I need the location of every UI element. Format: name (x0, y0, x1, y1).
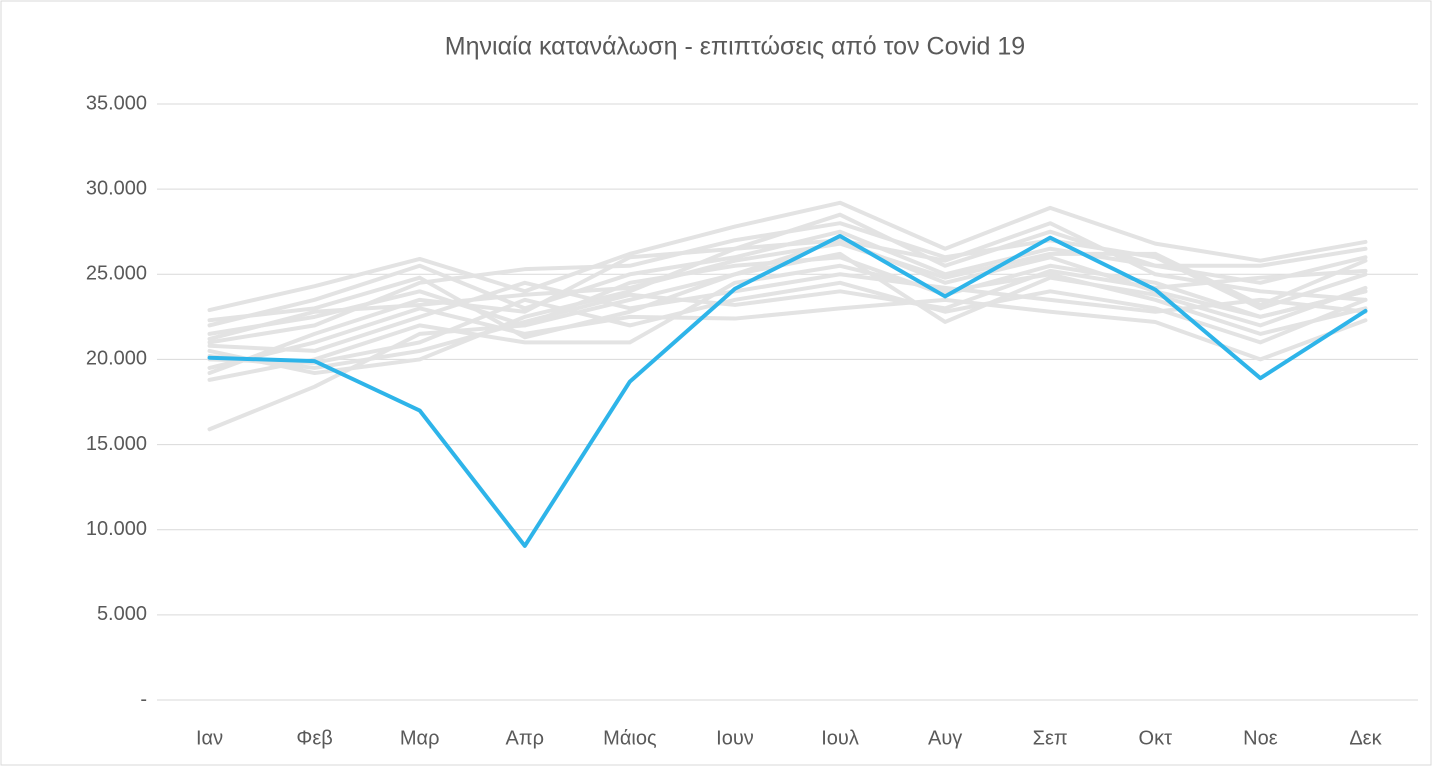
y-tick-label: 15.000 (86, 433, 147, 455)
series-line (207, 268, 1368, 370)
y-tick-label: 25.000 (86, 263, 147, 285)
series-line (207, 241, 1368, 341)
x-tick-label: Μαρ (400, 727, 440, 749)
y-tick-label: 10.000 (86, 518, 147, 540)
x-tick-label: Αυγ (928, 727, 962, 749)
y-tick-label: 5.000 (97, 603, 147, 625)
x-tick-label: Ιουν (716, 727, 754, 749)
x-tick-label: Ιουλ (821, 727, 859, 749)
y-tick-label: 35.000 (86, 92, 147, 114)
y-tick-label: 30.000 (86, 177, 147, 199)
x-tick-label: Δεκ (1349, 727, 1382, 749)
x-tick-label: Φεβ (296, 727, 332, 749)
x-tick-label: Οκτ (1139, 727, 1173, 749)
y-tick-label: 20.000 (86, 348, 147, 370)
y-tick-label: - (140, 688, 147, 710)
series-line (207, 238, 1368, 432)
series-line (207, 233, 1368, 548)
chart-title: Μηνιαία κατανάλωση - επιπτώσεις από τον … (445, 33, 1025, 61)
series-line (207, 280, 1368, 365)
x-tick-label: Απρ (506, 727, 545, 749)
series-line (207, 200, 1368, 313)
series-line (207, 297, 1368, 370)
x-tick-label: Μάιος (603, 727, 657, 749)
x-tick-label: Ιαν (196, 727, 223, 749)
x-tick-label: Νοε (1243, 727, 1278, 749)
series-line (207, 272, 1368, 353)
x-tick-label: Σεπ (1033, 727, 1068, 749)
